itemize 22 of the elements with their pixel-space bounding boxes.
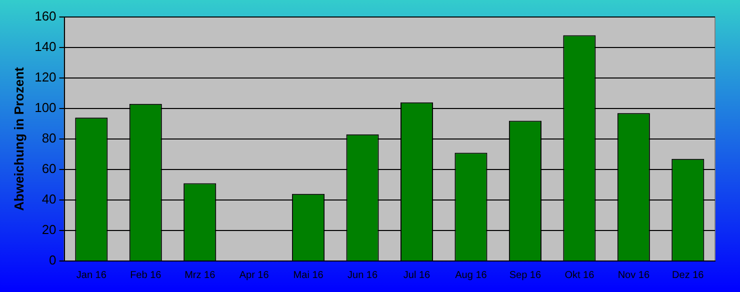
x-tick-label: Mrz 16: [184, 270, 216, 281]
x-tick-label: Jun 16: [348, 270, 378, 281]
x-tick-label: Okt 16: [564, 270, 595, 281]
x-tick-label: Jul 16: [403, 270, 431, 281]
x-tick-label: Nov 16: [618, 270, 650, 281]
x-tick-label: Sep 16: [509, 270, 542, 281]
y-tick-label: 60: [42, 161, 56, 176]
x-tick-label: Apr 16: [239, 270, 270, 281]
y-tick-label: 80: [42, 130, 56, 146]
x-tick-label: Feb 16: [130, 270, 162, 281]
y-axis-title: Abweichung in Prozent: [11, 66, 26, 211]
x-tick-label: Jan 16: [76, 270, 107, 281]
y-tick-label: 40: [42, 192, 56, 207]
x-tick-label: Aug 16: [455, 270, 488, 281]
x-tick-label: Mai 16: [293, 270, 324, 281]
y-tick-label: 120: [34, 70, 56, 85]
y-tick-label: 160: [34, 8, 56, 24]
y-tick-label: 100: [34, 100, 56, 116]
x-tick-label: Dez 16: [672, 270, 704, 281]
y-tick-label: 20: [42, 222, 56, 238]
y-tick-label: 0: [49, 252, 56, 268]
y-tick-label: 140: [34, 39, 56, 54]
